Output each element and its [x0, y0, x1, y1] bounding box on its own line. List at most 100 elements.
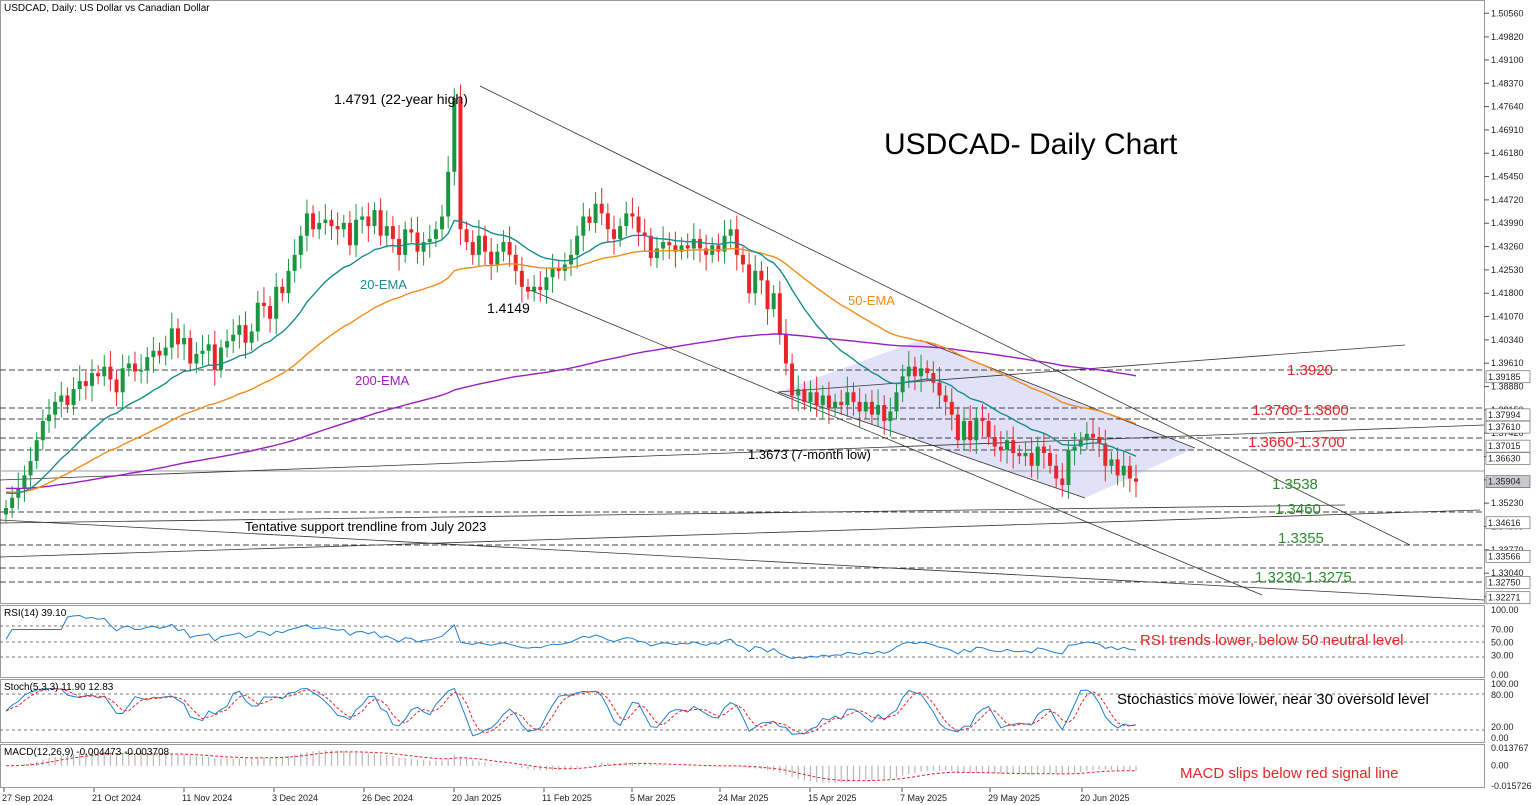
candle-body	[65, 395, 70, 406]
candle-body	[403, 229, 408, 255]
candle-body	[593, 203, 598, 223]
candle-body	[759, 270, 764, 281]
candle-body	[986, 421, 991, 438]
candle-body	[1078, 440, 1083, 447]
candle-body	[974, 417, 979, 441]
candle-body	[931, 373, 936, 383]
candle-body	[268, 305, 273, 319]
candle-body	[440, 216, 445, 230]
price-badge-box	[1485, 475, 1531, 488]
price-tick-label: 1.35230	[1491, 498, 1524, 508]
level-label: 1.3538	[1272, 476, 1318, 493]
level-label: 1.3660-1.3700	[1248, 434, 1345, 451]
candle-body	[347, 222, 352, 246]
candle-body	[489, 251, 494, 265]
price-badge-box	[1485, 452, 1531, 465]
descending-support-line	[529, 289, 1263, 596]
rsi-pane: RSI(14) 39.10 RSI trends lower, below 50…	[0, 605, 1519, 680]
candle-body	[175, 328, 180, 345]
candle-body	[476, 235, 481, 255]
candle-body	[335, 226, 340, 230]
candle-body	[225, 341, 230, 348]
candle-body	[286, 270, 291, 294]
candle-body	[280, 286, 285, 294]
candle-body	[802, 389, 807, 402]
rsi-tick-label: 100.00	[1491, 605, 1519, 615]
date-tick-label: 26 Dec 2024	[362, 793, 413, 803]
candle-body	[274, 286, 279, 319]
candle-body	[544, 277, 549, 291]
price-badge: 1.37994	[1488, 410, 1521, 420]
rising-trendline-lower	[0, 509, 1481, 558]
candle-body	[354, 219, 359, 246]
candle-body	[667, 242, 672, 246]
candle-body	[796, 389, 801, 396]
rsi-note: RSI trends lower, below 50 neutral level	[1140, 632, 1403, 649]
date-axis: 27 Sep 2024 21 Oct 2024 11 Nov 2024 3 Dec 2…	[2, 788, 1130, 803]
key-level-lines	[0, 369, 1484, 583]
candle-body	[292, 254, 297, 271]
candle-body	[4, 507, 8, 515]
candle-body	[783, 334, 788, 364]
descending-resistance-line	[479, 85, 1411, 546]
candle-body	[71, 389, 76, 406]
symbol-title: USDCAD, Daily: US Dollar vs Canadian Dol…	[4, 3, 210, 14]
candle-body	[1066, 449, 1071, 485]
falling-long-trendline	[0, 519, 1485, 601]
ema50-label: 50-EMA	[848, 293, 895, 308]
candle-body	[605, 213, 610, 230]
candle-body	[630, 213, 635, 217]
candle-body	[390, 226, 395, 239]
candle-body	[40, 421, 45, 441]
candle-body	[704, 248, 709, 255]
date-tick-label: 15 Apr 2025	[808, 793, 857, 803]
candle-body	[550, 267, 555, 278]
date-tick-label: 5 Mar 2025	[630, 793, 676, 803]
candle-body	[53, 401, 58, 415]
candle-body	[132, 363, 137, 372]
macd-pane: MACD(12,26,9) -0.004473 -0.003708 MACD s…	[4, 743, 1532, 791]
candle-body	[728, 229, 733, 236]
date-tick-label: 3 Dec 2024	[272, 793, 318, 803]
candle-body	[1017, 452, 1022, 457]
candle-body	[151, 350, 156, 358]
candle-body	[458, 98, 463, 230]
candle-body	[169, 328, 174, 348]
candle-body	[685, 245, 690, 249]
price-badge-box	[1485, 591, 1531, 605]
price-tick-label: 1.47640	[1491, 102, 1524, 112]
candle-body	[145, 357, 150, 370]
candle-body	[912, 366, 917, 377]
candle-body	[587, 216, 592, 223]
price-badge-box	[1485, 439, 1531, 453]
macd-signal-line	[6, 751, 1137, 782]
level-labels: 1.3920 1.3760-1.3800 1.3660-1.3700 1.353…	[1248, 362, 1352, 586]
candle-body	[10, 497, 15, 508]
macd-note: MACD slips below red signal line	[1180, 765, 1398, 782]
candle-body	[1005, 440, 1010, 450]
candle-body	[691, 238, 696, 249]
candle-body	[894, 392, 899, 412]
candle-body	[1091, 433, 1096, 438]
trendline-annotation: Tentative support trendline from July 20…	[245, 519, 486, 534]
candle-body	[1103, 443, 1108, 466]
candle-body	[679, 245, 684, 252]
stoch-pane-frame	[0, 679, 1485, 743]
level-label: 1.3230-1.3275	[1255, 569, 1352, 586]
candle-body	[876, 405, 881, 415]
candle-body	[513, 254, 518, 271]
ema20-label: 20-EMA	[360, 277, 407, 292]
candle-body	[599, 203, 604, 214]
rsi-tick-label: 0.00	[1491, 670, 1509, 680]
candle-body	[34, 440, 39, 461]
candle-body	[360, 216, 365, 220]
trendlines	[0, 85, 1485, 601]
level-label: 1.3760-1.3800	[1252, 402, 1349, 419]
rsi-line	[5, 614, 1137, 660]
candle-body	[992, 437, 997, 447]
candle-body	[194, 353, 199, 364]
date-tick-label: 11 Feb 2025	[542, 793, 592, 803]
candle-body	[998, 446, 1003, 450]
level-label: 1.3920	[1287, 362, 1333, 379]
